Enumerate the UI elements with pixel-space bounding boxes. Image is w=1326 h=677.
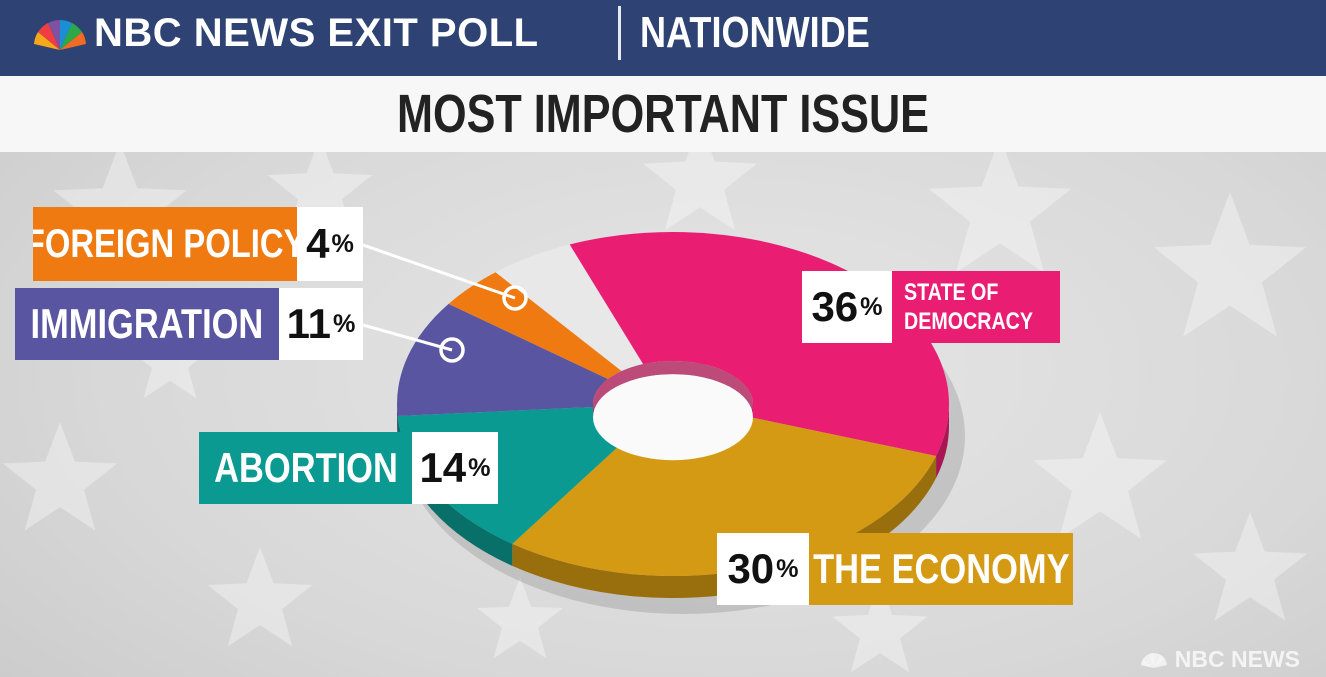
header-bar: NBC NEWS EXIT POLL NATIONWIDE — [0, 0, 1326, 76]
percent-sign: % — [468, 453, 491, 482]
nbc-peacock-icon — [1140, 653, 1167, 668]
watermark-text: NBC NEWS — [1174, 646, 1300, 672]
value-abortion: 14% — [412, 432, 498, 504]
label-text-state-of-democracy: STATE OF DEMOCRACY — [904, 279, 1034, 335]
label-foreign-policy: FOREIGN POLICY — [33, 207, 297, 281]
label-immigration: IMMIGRATION — [15, 288, 279, 360]
watermark: NBC NEWS — [1139, 645, 1300, 673]
label-text-abortion: ABORTION — [213, 444, 398, 491]
value-number-the-economy: 30 — [727, 545, 775, 592]
header-divider — [618, 6, 621, 60]
label-text-immigration: IMMIGRATION — [30, 300, 264, 347]
value-number-state-of-democracy: 36 — [811, 283, 859, 330]
background-star — [832, 582, 928, 673]
slice-side-immigration — [397, 404, 398, 438]
value-state-of-democracy: 36% — [802, 271, 892, 343]
background-star — [928, 152, 1072, 273]
slice-foreign-policy — [448, 272, 622, 379]
background-star — [207, 547, 313, 647]
label-text-foreign-policy: FOREIGN POLICY — [33, 221, 297, 266]
slice-side-state-of-democracy — [936, 404, 949, 479]
background-star — [642, 152, 758, 231]
percent-sign: % — [776, 554, 799, 583]
connector-line — [362, 243, 516, 300]
region-title: NATIONWIDE — [640, 8, 870, 57]
chart-title: MOST IMPORTANT ISSUE — [396, 84, 929, 144]
title-bar: MOST IMPORTANT ISSUE — [0, 76, 1326, 152]
value-number-abortion: 14 — [419, 444, 467, 491]
label-text-the-economy: THE ECONOMY — [812, 545, 1070, 592]
value-number-foreign-policy: 4 — [306, 220, 330, 267]
background-star — [1192, 512, 1308, 621]
nbc-peacock-icon — [34, 20, 86, 50]
background-star — [2, 422, 118, 531]
value-number-immigration: 11 — [286, 300, 331, 347]
value-foreign-policy: 4% — [297, 207, 363, 281]
connector-line — [362, 323, 453, 352]
value-immigration: 11% — [279, 288, 363, 360]
label-the-economy: THE ECONOMY — [809, 533, 1073, 605]
background-star — [1033, 412, 1167, 539]
label-state-of-democracy: STATE OF DEMOCRACY — [890, 271, 1060, 343]
percent-sign: % — [860, 292, 883, 321]
percent-sign: % — [333, 309, 356, 338]
connector-marker — [439, 337, 465, 363]
slice-immigration — [397, 303, 608, 416]
label-abortion: ABORTION — [199, 432, 412, 504]
donut-hole-wall — [593, 361, 753, 418]
connector-marker — [502, 285, 528, 311]
brand-title: NBC NEWS EXIT POLL — [94, 11, 539, 55]
percent-sign: % — [331, 229, 354, 258]
background-star — [1153, 192, 1307, 337]
background-star — [477, 577, 563, 659]
donut-hole — [593, 374, 753, 461]
value-the-economy: 30% — [717, 533, 809, 605]
slice-remainder — [495, 244, 644, 372]
